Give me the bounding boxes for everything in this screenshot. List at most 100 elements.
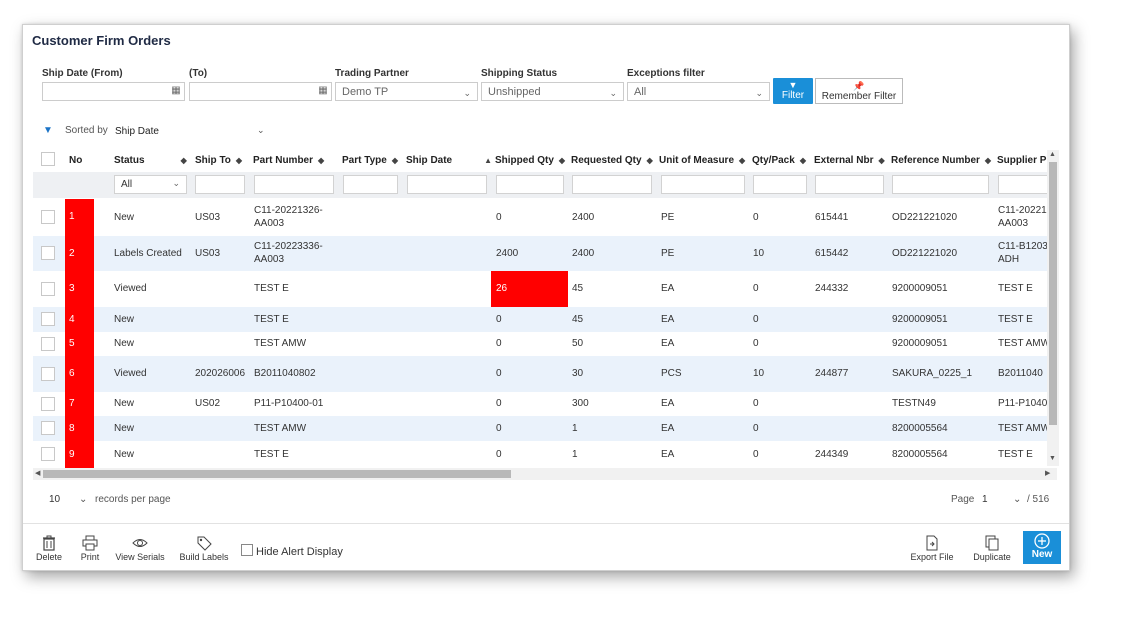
uom-cell: EA bbox=[661, 314, 675, 325]
sort-icon: ◆ bbox=[558, 156, 566, 165]
remember-filter-button[interactable]: 📌 Remember Filter bbox=[815, 78, 903, 104]
table-row[interactable]: 2 Labels Created US03 C11-20223336- AA00… bbox=[33, 236, 1057, 271]
part-type-filter-input[interactable] bbox=[343, 175, 398, 194]
calendar-icon[interactable]: ▦ bbox=[171, 85, 181, 96]
page-label: Page bbox=[951, 494, 975, 505]
row-number: 1 bbox=[65, 199, 94, 236]
reference-number-filter-input[interactable] bbox=[892, 175, 989, 194]
scroll-down-icon[interactable]: ▼ bbox=[1049, 455, 1056, 462]
ship-date-to-input[interactable]: ▦ bbox=[189, 82, 332, 101]
row-checkbox[interactable] bbox=[41, 447, 55, 461]
qty-pack-filter-input[interactable] bbox=[753, 175, 807, 194]
col-qty-pack[interactable]: Qty/Pack ◆ bbox=[752, 155, 806, 166]
scroll-right-icon[interactable]: ▶ bbox=[1045, 470, 1051, 477]
external-nbr-cell: 615441 bbox=[815, 212, 849, 223]
new-button[interactable]: New bbox=[1023, 531, 1061, 564]
shipped-qty-cell: 0 bbox=[496, 398, 502, 409]
col-status[interactable]: Status ◆ bbox=[114, 155, 187, 166]
vertical-scrollbar[interactable]: ▲ ▼ bbox=[1047, 150, 1059, 466]
requested-qty-cell: 30 bbox=[572, 368, 584, 379]
table-row[interactable]: 7 New US02 P11-P10400-01 0 300 EA 0 TEST… bbox=[33, 392, 1057, 416]
trash-icon bbox=[43, 535, 55, 551]
view-serials-button[interactable]: View Serials bbox=[115, 535, 165, 562]
requested-qty-filter-input[interactable] bbox=[572, 175, 652, 194]
row-checkbox[interactable] bbox=[41, 312, 55, 326]
filter-icon: ▼ bbox=[43, 125, 53, 136]
delete-button[interactable]: Delete bbox=[35, 535, 63, 562]
shipped-qty-cell: 0 bbox=[496, 449, 502, 460]
status-cell: New bbox=[114, 398, 135, 409]
table-row[interactable]: 6 Viewed 202026006 B2011040802 0 30 PCS … bbox=[33, 356, 1057, 392]
col-no[interactable]: No bbox=[69, 155, 83, 166]
col-reference-number[interactable]: Reference Number ◆ bbox=[891, 155, 992, 166]
ship-date-from-input[interactable]: ▦ bbox=[42, 82, 185, 101]
uom-cell: PE bbox=[661, 248, 675, 259]
row-checkbox[interactable] bbox=[41, 282, 55, 296]
col-shipped-qty[interactable]: Shipped Qty ◆ bbox=[495, 155, 566, 166]
uom-filter-input[interactable] bbox=[661, 175, 745, 194]
row-number: 9 bbox=[65, 441, 94, 469]
checkbox-icon[interactable] bbox=[241, 544, 253, 556]
part-number-cell: TEST AMW bbox=[254, 338, 307, 349]
row-checkbox[interactable] bbox=[41, 246, 55, 260]
page-number-select[interactable]: 1 bbox=[982, 494, 988, 505]
qty-pack-cell: 0 bbox=[753, 212, 759, 223]
col-ship-date[interactable]: Ship Date ▲ bbox=[406, 155, 493, 166]
status-cell: Viewed bbox=[114, 283, 147, 294]
uom-cell: EA bbox=[661, 283, 675, 294]
sort-value[interactable]: Ship Date bbox=[115, 126, 159, 137]
table-row[interactable]: 4 New TEST E 0 45 EA 0 9200009051 TEST E bbox=[33, 307, 1057, 332]
duplicate-button[interactable]: Duplicate bbox=[969, 535, 1015, 562]
filter-button[interactable]: ▼ Filter bbox=[773, 78, 813, 104]
col-external-nbr[interactable]: External Nbr ◆ bbox=[814, 155, 885, 166]
scroll-left-icon[interactable]: ◀ bbox=[35, 470, 41, 477]
scroll-up-icon[interactable]: ▲ bbox=[1049, 151, 1056, 158]
supplier-part-cell: TEST E bbox=[998, 314, 1033, 325]
chevron-down-icon[interactable]: ⌄ bbox=[79, 494, 88, 505]
col-unit-of-measure[interactable]: Unit of Measure ◆ bbox=[659, 155, 746, 166]
row-checkbox[interactable] bbox=[41, 210, 55, 224]
row-checkbox[interactable] bbox=[41, 367, 55, 381]
hide-alert-display-checkbox[interactable]: Hide Alert Display bbox=[241, 544, 343, 558]
table-row[interactable]: 3 Viewed TEST E 26 45 EA 0 244332 920000… bbox=[33, 271, 1057, 307]
col-ship-to[interactable]: Ship To ◆ bbox=[195, 155, 243, 166]
calendar-icon[interactable]: ▦ bbox=[318, 85, 328, 96]
row-checkbox[interactable] bbox=[41, 421, 55, 435]
col-part-number[interactable]: Part Number ◆ bbox=[253, 155, 325, 166]
row-checkbox[interactable] bbox=[41, 337, 55, 351]
external-nbr-filter-input[interactable] bbox=[815, 175, 884, 194]
shipped-qty-filter-input[interactable] bbox=[496, 175, 564, 194]
part-number-cell: TEST E bbox=[254, 283, 289, 294]
supplier-part-cell-line2: AA003 bbox=[998, 218, 1029, 229]
shipping-status-select[interactable]: Unshipped ⌄ bbox=[481, 82, 624, 101]
supplier-part-filter-input[interactable] bbox=[998, 175, 1057, 194]
ship-date-filter-input[interactable] bbox=[407, 175, 487, 194]
horizontal-scroll-thumb[interactable] bbox=[43, 470, 511, 478]
print-button[interactable]: Print bbox=[77, 535, 103, 562]
build-labels-button[interactable]: Build Labels bbox=[179, 535, 229, 562]
qty-pack-cell: 10 bbox=[753, 248, 765, 259]
table-row[interactable]: 9 New TEST E 0 1 EA 0 244349 8200005564 … bbox=[33, 441, 1057, 469]
part-number-filter-input[interactable] bbox=[254, 175, 334, 194]
table-row[interactable]: 8 New TEST AMW 0 1 EA 0 8200005564 TEST … bbox=[33, 416, 1057, 441]
chevron-down-icon[interactable]: ⌄ bbox=[1013, 494, 1022, 505]
col-part-type[interactable]: Part Type ◆ bbox=[342, 155, 398, 166]
records-per-page-select[interactable]: 10 bbox=[49, 494, 61, 505]
trading-partner-select[interactable]: Demo TP ⌄ bbox=[335, 82, 478, 101]
ship-to-filter-input[interactable] bbox=[195, 175, 245, 194]
col-supplier-part[interactable]: Supplier P bbox=[997, 155, 1047, 166]
table-row[interactable]: 1 New US03 C11-20221326- AA003 0 2400 PE… bbox=[33, 199, 1057, 236]
row-checkbox[interactable] bbox=[41, 397, 55, 411]
select-all-checkbox[interactable] bbox=[41, 152, 55, 166]
reference-number-cell: SAKURA_0225_1 bbox=[892, 368, 973, 379]
vertical-scroll-thumb[interactable] bbox=[1049, 162, 1057, 425]
table-row[interactable]: 5 New TEST AMW 0 50 EA 0 9200009051 TEST… bbox=[33, 332, 1057, 356]
col-requested-qty[interactable]: Requested Qty ◆ bbox=[571, 155, 653, 166]
status-filter-select[interactable]: All ⌄ bbox=[114, 175, 187, 194]
exceptions-filter-select[interactable]: All ⌄ bbox=[627, 82, 770, 101]
uom-cell: EA bbox=[661, 449, 675, 460]
status-cell: Viewed bbox=[114, 368, 147, 379]
external-nbr-cell: 244877 bbox=[815, 368, 849, 379]
horizontal-scrollbar[interactable]: ◀ ▶ bbox=[33, 468, 1057, 480]
export-file-button[interactable]: Export File bbox=[907, 535, 957, 562]
